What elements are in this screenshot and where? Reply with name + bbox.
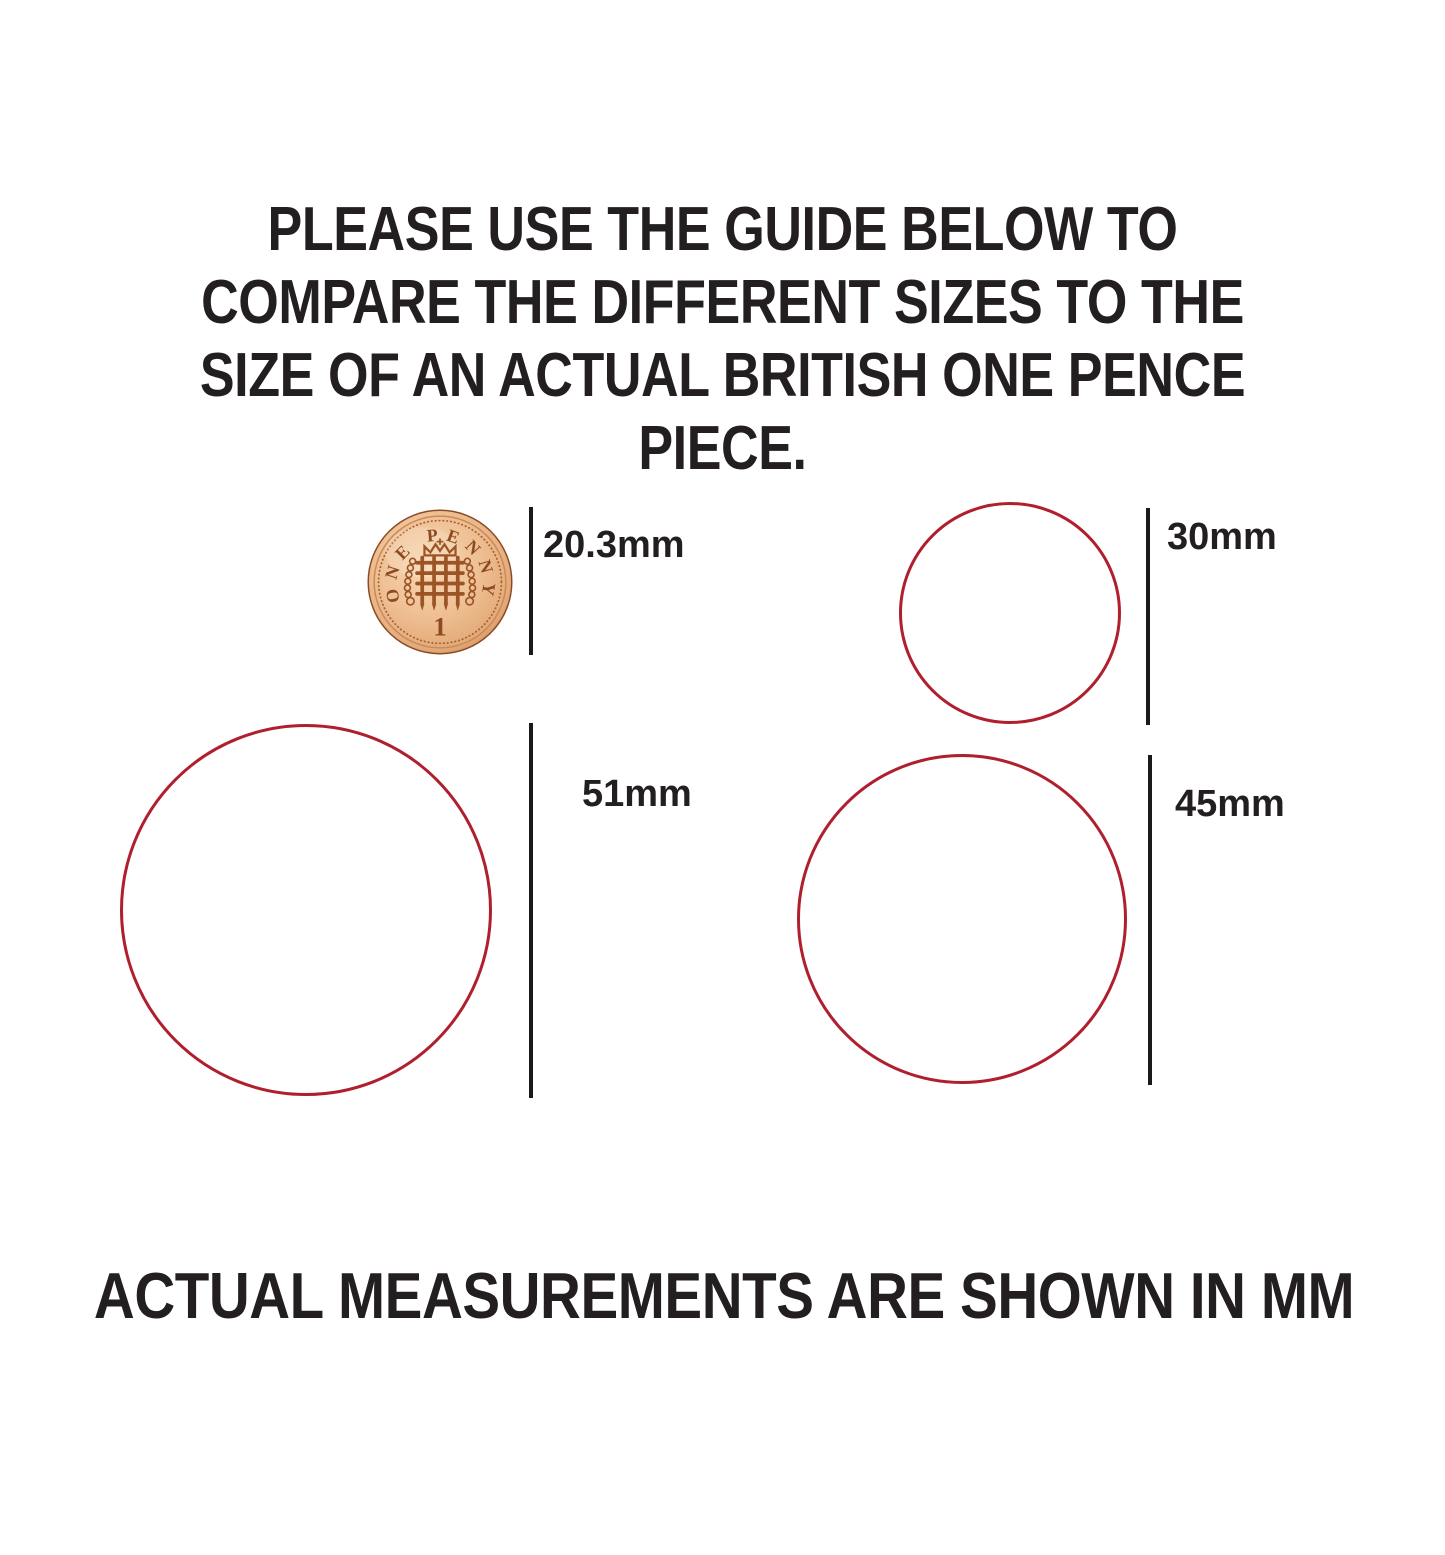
measure-line-45mm xyxy=(1148,755,1152,1085)
one-penny-coin: ONE PENNY xyxy=(367,509,513,655)
footer-note: ACTUAL MEASUREMENTS ARE SHOWN IN MM xyxy=(93,1259,1355,1332)
page-title-line: SIZE OF AN ACTUAL BRITISH ONE PENCE xyxy=(199,341,1246,410)
measure-line-penny xyxy=(529,507,533,655)
portcullis-icon xyxy=(403,538,477,611)
page-title-line: COMPARE THE DIFFERENT SIZES TO THE xyxy=(201,268,1244,337)
page-title: PLEASE USE THE GUIDE BELOW TO COMPARE TH… xyxy=(116,193,1330,485)
size-circle-45mm xyxy=(797,754,1127,1084)
size-circle-51mm xyxy=(120,724,492,1096)
page-title-line: PLEASE USE THE GUIDE BELOW TO xyxy=(267,195,1178,264)
size-label-30mm: 30mm xyxy=(1167,516,1277,558)
measure-line-30mm xyxy=(1146,508,1150,725)
size-label-penny: 20.3mm xyxy=(543,524,685,566)
size-label-45mm: 45mm xyxy=(1175,783,1285,825)
measure-line-51mm xyxy=(529,723,533,1098)
size-circle-30mm xyxy=(899,502,1121,724)
size-label-51mm: 51mm xyxy=(582,773,692,815)
page-title-line: PIECE. xyxy=(638,414,807,483)
coin-denomination: 1 xyxy=(433,611,446,641)
